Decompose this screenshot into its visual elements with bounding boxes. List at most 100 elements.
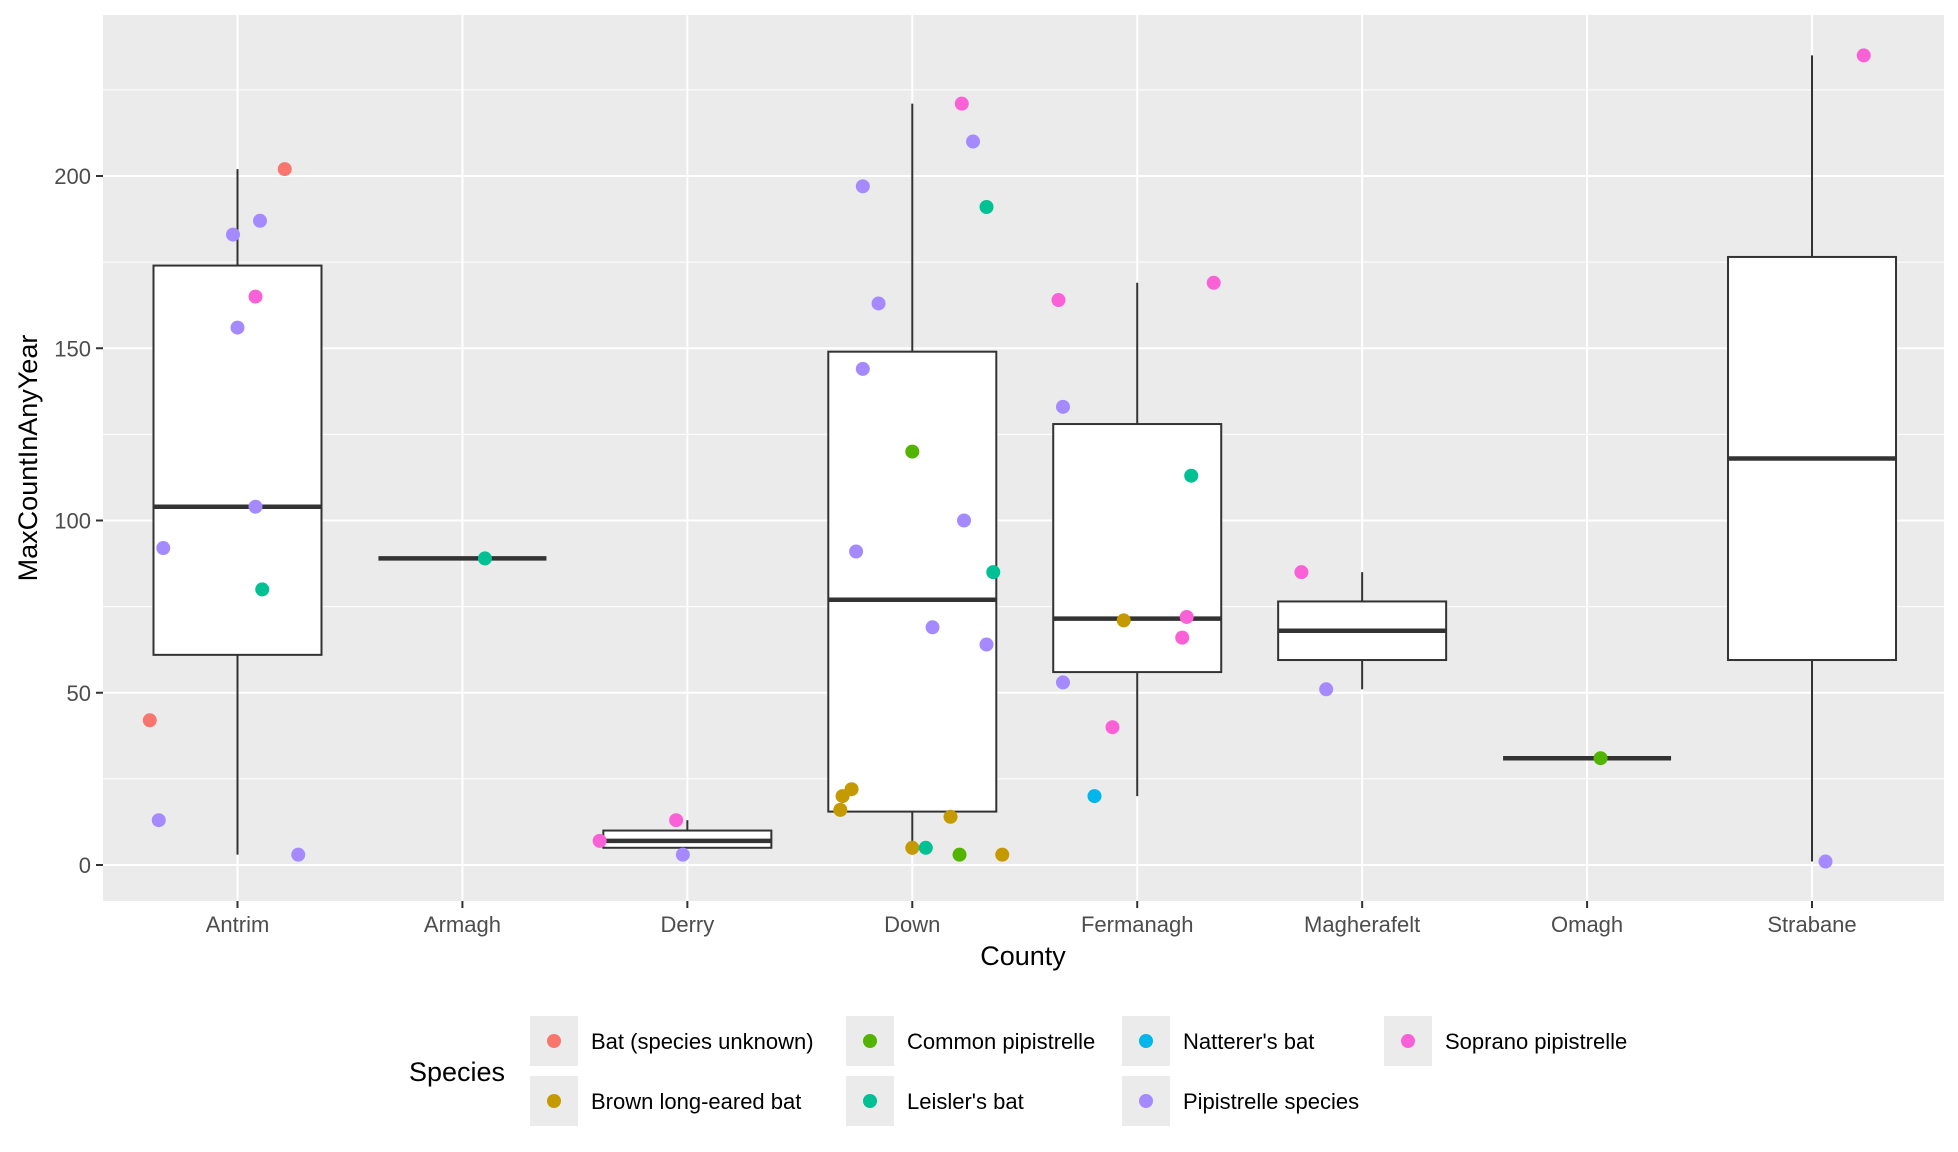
y-tick-label: 0 (79, 853, 91, 878)
box-strabane (1727, 55, 1898, 862)
legend-item: Pipistrelle species (1122, 1076, 1359, 1126)
data-point (1116, 613, 1131, 628)
data-point (248, 499, 263, 514)
legend-label: Common pipistrelle (907, 1029, 1095, 1054)
box-magherafelt (1277, 572, 1448, 690)
x-axis-title: County (980, 941, 1066, 971)
box-down (827, 103, 998, 855)
data-point (252, 213, 267, 228)
y-axis-title: MaxCountInAnyYear (13, 335, 43, 582)
data-point (226, 227, 241, 242)
data-point (1087, 789, 1102, 804)
data-point (1294, 565, 1309, 580)
data-point (855, 179, 870, 194)
legend-item: Soprano pipistrelle (1384, 1016, 1627, 1066)
data-point (248, 289, 263, 304)
data-point (1206, 275, 1221, 290)
legend-label: Soprano pipistrelle (1445, 1029, 1627, 1054)
data-point (966, 134, 981, 149)
legend-label: Natterer's bat (1183, 1029, 1314, 1054)
y-tick-label: 150 (54, 336, 91, 361)
x-tick-label: Down (884, 912, 940, 937)
legend-swatch (547, 1094, 561, 1108)
data-point (1184, 468, 1199, 483)
data-point (277, 162, 292, 177)
legend: Species Bat (species unknown) Brown long-… (409, 1016, 1627, 1126)
data-point (979, 200, 994, 215)
legend-item: Brown long-eared bat (530, 1076, 801, 1126)
legend-label: Pipistrelle species (1183, 1089, 1359, 1114)
data-point (925, 620, 940, 635)
x-tick-label: Magherafelt (1304, 912, 1420, 937)
x-tick-label: Omagh (1551, 912, 1623, 937)
data-point (855, 361, 870, 376)
legend-label: Brown long-eared bat (591, 1089, 801, 1114)
data-point (952, 847, 967, 862)
data-point (291, 847, 306, 862)
x-tick-label: Derry (660, 912, 714, 937)
legend-item: Common pipistrelle (846, 1016, 1095, 1066)
legend-item: Natterer's bat (1122, 1016, 1314, 1066)
x-tick-label: Antrim (206, 912, 270, 937)
box-derry (602, 820, 773, 849)
legend-swatch (547, 1034, 561, 1048)
plot-background (103, 15, 1944, 901)
data-point (1051, 293, 1066, 308)
data-point (849, 544, 864, 559)
data-point (954, 96, 969, 111)
points (142, 48, 1871, 869)
legend-title: Species (409, 1057, 505, 1087)
data-point (995, 847, 1010, 862)
data-point (1319, 682, 1334, 697)
legend-items: Bat (species unknown) Brown long-eared ba… (530, 1016, 1627, 1126)
data-point (669, 813, 684, 828)
y-tick-label: 50 (67, 681, 91, 706)
data-point (1818, 854, 1833, 869)
x-tick-label: Armagh (424, 912, 501, 937)
box-rect (1052, 423, 1223, 674)
legend-item: Bat (species unknown) (530, 1016, 814, 1066)
data-point (1856, 48, 1871, 63)
data-point (1105, 720, 1120, 735)
data-point (905, 840, 920, 855)
data-point (905, 444, 920, 459)
data-point (986, 565, 1001, 580)
data-point (1593, 751, 1608, 766)
x-tick-label: Fermanagh (1081, 912, 1194, 937)
data-point (255, 582, 270, 597)
data-point (142, 713, 157, 728)
box-rect (827, 350, 998, 813)
data-point (477, 551, 492, 566)
y-axis-ticks: 0 50 100 150 200 (54, 164, 103, 878)
box-fermanagh (1052, 282, 1223, 797)
data-point (230, 320, 245, 335)
legend-label: Bat (species unknown) (591, 1029, 814, 1054)
data-point (1055, 399, 1070, 414)
data-point (871, 296, 886, 311)
data-point (918, 840, 933, 855)
x-tick-label: Strabane (1767, 912, 1856, 937)
data-point (1179, 609, 1194, 624)
data-point (835, 789, 850, 804)
data-point (957, 513, 972, 528)
x-axis-ticks: Antrim Armagh Derry Down Fermanagh Magherafel… (206, 901, 1857, 937)
data-point (979, 637, 994, 652)
legend-swatch (1401, 1034, 1415, 1048)
legend-swatch (863, 1094, 877, 1108)
data-point (1175, 630, 1190, 645)
legend-swatch (1139, 1034, 1153, 1048)
y-tick-label: 200 (54, 164, 91, 189)
data-point (675, 847, 690, 862)
boxes (152, 55, 1898, 862)
data-point (151, 813, 166, 828)
data-point (156, 541, 171, 556)
legend-swatch (863, 1034, 877, 1048)
minor-gridlines (103, 89, 1944, 780)
data-point (943, 809, 958, 824)
data-point (1055, 675, 1070, 690)
y-tick-label: 100 (54, 509, 91, 534)
legend-item: Leisler's bat (846, 1076, 1024, 1126)
legend-swatch (1139, 1094, 1153, 1108)
legend-label: Leisler's bat (907, 1089, 1024, 1114)
